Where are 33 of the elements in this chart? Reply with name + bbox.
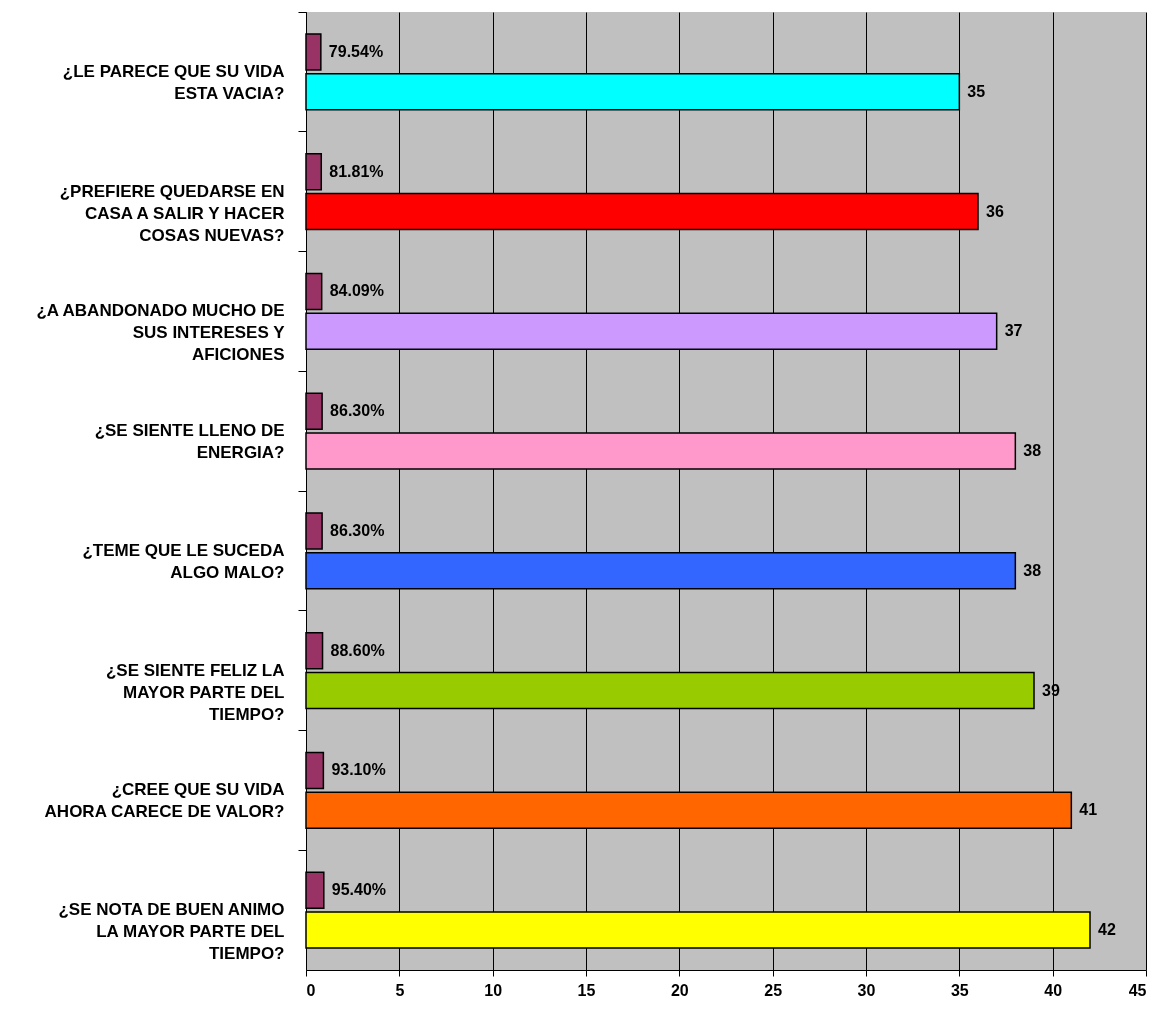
data-label: 38: [1023, 442, 1042, 460]
y-tick-label: ¿SE NOTA DE BUEN ANIMO LA MAYOR PARTE DEL TIEMPO?: [58, 900, 285, 964]
x-tick-label: 10: [484, 981, 503, 999]
x-tick-label: 35: [950, 981, 969, 999]
x-tick-label: 40: [1044, 981, 1063, 999]
x-tick-label: 20: [670, 981, 689, 999]
data-label: 88.60%: [330, 641, 385, 659]
data-label: 95.40%: [331, 881, 387, 899]
x-tick-label: 45: [1128, 981, 1147, 999]
data-label: 93.10%: [331, 761, 386, 779]
x-tick-label: 30: [857, 981, 876, 999]
x-tick-label: 5: [395, 981, 405, 999]
y-tick-label: ¿TEME QUE LE SUCEDA ALGO MALO?: [82, 540, 285, 582]
data-label: 41: [1079, 801, 1098, 819]
y-tick-label: ¿SE SIENTE FELIZ LA MAYOR PARTE DEL TIEMPO?: [105, 660, 285, 724]
y-tick-label: ¿CREE QUE SU VIDA AHORA CARECE DE VALOR?: [44, 780, 285, 822]
x-tick-label: 0: [306, 981, 316, 999]
x-tick-label: 15: [577, 981, 596, 999]
y-tick-label: ¿LE PARECE QUE SU VIDA ESTA VACIA?: [62, 61, 285, 103]
data-label: 86.30%: [330, 402, 385, 420]
data-label: 36: [986, 202, 1004, 220]
y-tick-label: ¿A ABANDONADO MUCHO DE SUS INTERESES Y AFICIONES: [36, 301, 286, 365]
y-tick-label: ¿SE SIENTE LLENO DE ENERGIA?: [94, 421, 285, 463]
data-label: 42: [1098, 921, 1116, 939]
data-label: 35: [967, 82, 986, 100]
data-label: 79.54%: [328, 42, 384, 60]
data-label: 38: [1023, 561, 1042, 579]
x-tick-label: 25: [764, 981, 783, 999]
y-tick-label: ¿PREFIERE QUEDARSE EN CASA A SALIR Y HACER COSAS NUEVAS?: [59, 181, 285, 245]
data-label: 84.09%: [329, 282, 384, 300]
data-label: 37: [1004, 322, 1023, 340]
data-label: 81.81%: [329, 162, 384, 180]
data-label: 86.30%: [330, 521, 385, 539]
